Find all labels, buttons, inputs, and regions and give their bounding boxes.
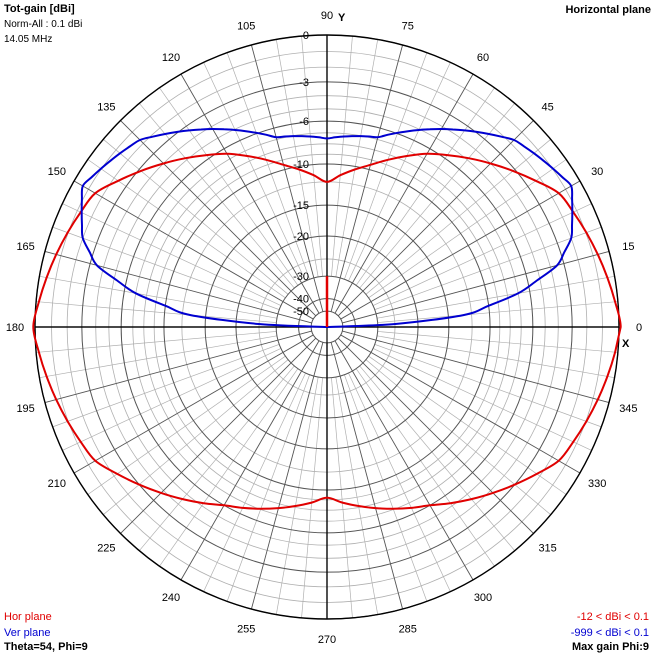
grid-spoke-major bbox=[334, 340, 474, 581]
theta-phi-label: Theta=54, Phi=9 bbox=[4, 641, 88, 653]
angle-label: 60 bbox=[477, 52, 489, 64]
grid-spoke-minor bbox=[372, 203, 592, 306]
angle-label: 240 bbox=[162, 592, 180, 604]
ver-range-label: -999 < dBi < 0.1 bbox=[570, 627, 649, 639]
angle-label: 345 bbox=[619, 403, 637, 415]
grid-spoke-major bbox=[180, 340, 320, 581]
grid-spoke-major bbox=[73, 180, 314, 320]
angle-label: 270 bbox=[318, 634, 336, 646]
hor-range-label: -12 < dBi < 0.1 bbox=[576, 611, 649, 623]
grid-spoke-minor bbox=[203, 372, 306, 592]
ring-label: -3 bbox=[299, 77, 309, 89]
angle-label: 105 bbox=[237, 21, 255, 33]
grid-spoke-minor bbox=[139, 365, 295, 551]
grid-spoke-minor bbox=[348, 372, 451, 592]
angle-label: 150 bbox=[48, 166, 66, 178]
grid-spoke-major bbox=[120, 120, 317, 317]
angle-label: 195 bbox=[16, 403, 34, 415]
angle-label: 30 bbox=[591, 166, 603, 178]
grid-spoke-major bbox=[334, 73, 474, 314]
angle-label: 90 bbox=[321, 10, 333, 22]
chart-title: Tot-gain [dBi] bbox=[4, 3, 75, 15]
angle-label: 45 bbox=[541, 101, 553, 113]
grid-spoke-major bbox=[337, 120, 534, 317]
grid-spoke-minor bbox=[62, 348, 282, 451]
grid-spoke-minor bbox=[62, 203, 282, 306]
grid-spoke-major bbox=[340, 180, 581, 320]
angle-label: 75 bbox=[402, 21, 414, 33]
ring-label: -40 bbox=[293, 294, 309, 306]
angle-label: 15 bbox=[622, 241, 634, 253]
ring-label: 0 bbox=[303, 30, 309, 42]
grid-spoke-major bbox=[330, 44, 404, 312]
angle-label: 120 bbox=[162, 52, 180, 64]
angle-label: 180 bbox=[6, 322, 24, 334]
grid-spoke-minor bbox=[365, 359, 551, 515]
grid-spoke-minor bbox=[359, 365, 515, 551]
ring-label: -50 bbox=[293, 306, 309, 318]
hor-plane-legend: Hor plane bbox=[4, 611, 52, 623]
grid-spoke-major bbox=[340, 334, 581, 474]
angle-label: 255 bbox=[237, 623, 255, 635]
grid-spoke-major bbox=[44, 250, 312, 324]
grid-spoke-minor bbox=[365, 139, 551, 295]
grid-spoke-major bbox=[120, 337, 317, 534]
angle-label: 300 bbox=[474, 592, 492, 604]
hor-plane-trace bbox=[32, 152, 622, 510]
grid-spoke-major bbox=[337, 337, 534, 534]
grid-spoke-major bbox=[44, 330, 312, 404]
angle-label: 210 bbox=[48, 478, 66, 490]
grid-spoke-major bbox=[330, 342, 404, 610]
ring-label: -6 bbox=[299, 116, 309, 128]
grid-spoke-major bbox=[250, 342, 324, 610]
norm-label: Norm-All : 0.1 dBi bbox=[4, 19, 83, 30]
angle-label: 315 bbox=[538, 543, 556, 555]
grid-spoke-major bbox=[73, 334, 314, 474]
grid-spoke-minor bbox=[348, 62, 451, 282]
ver-plane-legend: Ver plane bbox=[4, 627, 51, 639]
grid-spoke-major bbox=[180, 73, 320, 314]
grid-spoke-major bbox=[342, 250, 610, 324]
outer-ring bbox=[34, 34, 620, 620]
grid-spoke-minor bbox=[372, 348, 592, 451]
angle-label: 165 bbox=[16, 241, 34, 253]
angle-label: 135 bbox=[97, 101, 115, 113]
ring-label: -30 bbox=[293, 271, 309, 283]
ring-label: -15 bbox=[293, 200, 309, 212]
max-gain-label: Max gain Phi:9 bbox=[571, 641, 649, 653]
grid-spoke-minor bbox=[103, 359, 289, 515]
frequency-label: 14.05 MHz bbox=[4, 34, 53, 45]
plane-label: Horizontal plane bbox=[565, 4, 651, 16]
angle-label: 225 bbox=[97, 543, 115, 555]
grid-spoke-major bbox=[342, 330, 610, 404]
angle-label: 0 bbox=[636, 322, 642, 334]
grid-spoke-minor bbox=[203, 62, 306, 282]
grid-spoke-minor bbox=[359, 103, 515, 289]
ver-plane-trace bbox=[80, 127, 574, 328]
grid-spoke-major bbox=[250, 44, 324, 312]
grid-spoke-minor bbox=[139, 103, 295, 289]
y-axis-letter: Y bbox=[338, 12, 346, 24]
x-axis-letter: X bbox=[622, 338, 630, 350]
ring-label: -20 bbox=[293, 231, 309, 243]
angle-label: 285 bbox=[399, 623, 417, 635]
grid-spoke-minor bbox=[103, 139, 289, 295]
angle-label: 330 bbox=[588, 478, 606, 490]
